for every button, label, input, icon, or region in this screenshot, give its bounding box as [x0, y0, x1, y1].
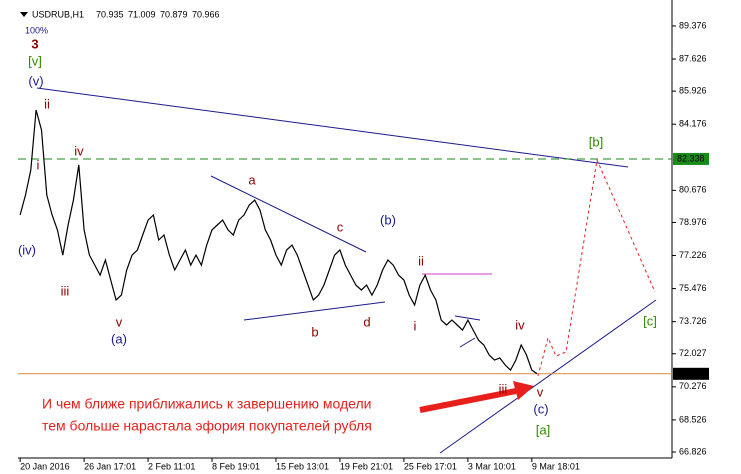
quote: 70.879: [160, 9, 188, 19]
symbol-icon: [20, 12, 28, 17]
x-tick-label: 8 Feb 19:01: [212, 461, 260, 471]
trend-line: [210, 175, 367, 253]
level-box: [673, 367, 709, 380]
y-tick-label: 66.826: [679, 446, 707, 456]
quote: 70.935: [96, 9, 124, 19]
x-tick-label: 25 Feb 17:01: [404, 461, 457, 471]
wave-label: [c]: [643, 313, 657, 328]
x-tick-label: 26 Jan 17:01: [84, 461, 136, 471]
x-tick-label: 3 Mar 10:01: [468, 461, 516, 471]
level-label: 70.966: [677, 368, 705, 378]
y-tick-label: 80.676: [679, 185, 707, 195]
annotation: И чем ближе приближались к завершению мо…: [42, 396, 371, 412]
y-tick-label: 75.476: [679, 283, 707, 293]
wave-label: (b): [380, 212, 396, 227]
arrow: [419, 388, 517, 413]
x-tick-label: 2 Feb 11:01: [148, 461, 195, 471]
wave-label: 3: [31, 36, 38, 51]
level-box: [673, 152, 709, 165]
wave-label: [a]: [536, 422, 550, 437]
y-tick-label: 72.027: [679, 348, 707, 358]
wave-label: b: [311, 324, 318, 339]
x-tick-label: 20 Jan 2016: [20, 461, 70, 471]
trend-line: [459, 337, 476, 348]
y-tick-label: 84.176: [679, 119, 707, 129]
projection: [537, 158, 656, 377]
wave-label: [b]: [589, 134, 603, 149]
x-tick-label: 19 Feb 21:01: [340, 461, 393, 471]
y-tick-label: 73.726: [679, 316, 707, 326]
symbol: USDRUB,H1: [32, 9, 84, 19]
x-tick-label: 9 Mar 18:01: [532, 461, 580, 471]
wave-label: iv: [515, 317, 525, 332]
price-line: [19, 109, 538, 375]
quote: 70.966: [192, 9, 220, 19]
y-tick-label: 87.626: [679, 53, 707, 63]
wave-label: d: [363, 314, 370, 329]
wave-label: [v]: [28, 53, 42, 68]
trend-lines: [36, 87, 657, 454]
y-tick-label: 85.926: [679, 86, 707, 96]
wave-label: v: [537, 384, 544, 399]
annotation: тем больше нарастала эфория покупателей …: [42, 418, 372, 434]
wave-label: c: [337, 219, 344, 234]
wave-label: (a): [111, 331, 127, 346]
wave-label: iii: [61, 283, 70, 298]
trend-line: [243, 301, 386, 321]
wave-label: iii: [499, 381, 508, 396]
trend-line: [454, 315, 481, 321]
arrow-head: [513, 381, 534, 400]
y-tick-label: 77.226: [679, 250, 707, 260]
y-tick-label: 78.976: [679, 217, 707, 227]
wave-label: ii: [44, 96, 50, 111]
wave-label: iv: [74, 143, 84, 158]
wave-label: a: [248, 172, 256, 187]
wave-label: (iv): [18, 242, 36, 257]
wave-label: i: [414, 318, 417, 333]
wave-label: i: [37, 157, 40, 172]
wave-label: (c): [533, 401, 548, 416]
y-tick-label: 70.276: [679, 381, 707, 391]
y-tick-label: 89.376: [679, 20, 707, 30]
trend-line: [439, 299, 657, 454]
level-label: 82.338: [677, 153, 705, 163]
x-tick-label: 15 Feb 13:01: [276, 461, 329, 471]
wave-label: v: [116, 314, 123, 329]
trend-line: [36, 87, 629, 168]
y-tick-label: 68.526: [679, 414, 707, 424]
zoom: 100%: [25, 25, 48, 35]
wave-label: (v): [28, 73, 43, 88]
quote: 71.009: [128, 9, 156, 19]
wave-label: ii: [418, 253, 424, 268]
